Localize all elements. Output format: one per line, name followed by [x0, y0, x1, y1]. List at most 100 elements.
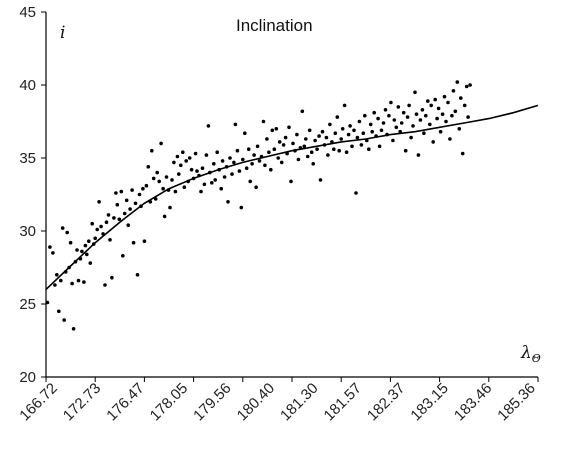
data-point — [418, 118, 423, 122]
data-point — [48, 245, 52, 249]
data-point — [232, 160, 236, 165]
data-point — [144, 183, 149, 188]
data-point — [237, 169, 242, 173]
data-point — [215, 150, 219, 154]
data-point — [83, 243, 88, 248]
data-point — [348, 124, 352, 128]
data-point — [226, 200, 230, 204]
data-point — [135, 273, 140, 277]
data-point — [436, 106, 441, 111]
data-point — [204, 153, 209, 157]
data-point — [392, 118, 397, 122]
data-point — [244, 166, 249, 170]
data-point — [416, 153, 421, 157]
x-tick-label: 178.05 — [147, 380, 191, 424]
data-point — [333, 131, 338, 135]
data-point — [272, 147, 277, 151]
y-tick-label: 35 — [19, 150, 36, 167]
x-tick-label: 185.36 — [494, 380, 538, 424]
data-point — [263, 163, 267, 168]
data-point — [76, 278, 81, 283]
data-point — [391, 138, 395, 143]
data-point — [444, 119, 448, 124]
x-axis-label-main: λ — [520, 343, 532, 363]
data-point — [177, 172, 181, 176]
data-point — [175, 154, 180, 159]
data-point — [82, 280, 86, 284]
data-point — [328, 122, 332, 127]
data-point — [206, 124, 211, 128]
data-point — [257, 159, 262, 163]
data-point — [413, 90, 417, 95]
data-point — [60, 226, 65, 230]
data-point — [377, 144, 382, 149]
data-point — [326, 153, 330, 157]
data-point — [97, 200, 101, 204]
data-point — [88, 261, 93, 265]
data-point — [179, 163, 183, 168]
data-point — [199, 189, 203, 194]
data-point — [376, 116, 380, 121]
data-point — [355, 135, 360, 140]
data-point — [235, 148, 240, 153]
data-point — [126, 223, 130, 227]
data-point — [230, 172, 234, 176]
data-point — [313, 138, 317, 143]
data-point — [222, 175, 227, 179]
data-point — [442, 94, 447, 99]
data-point — [70, 281, 74, 286]
data-point — [361, 131, 366, 135]
data-point — [387, 113, 391, 118]
data-point — [276, 156, 281, 160]
x-tick-label: 166.72 — [16, 380, 60, 424]
data-point — [346, 132, 351, 137]
data-point — [93, 236, 97, 241]
x-axis-label-sub: Θ — [532, 352, 541, 365]
data-point — [357, 119, 362, 124]
data-point — [228, 156, 232, 160]
data-point — [302, 144, 307, 149]
data-point — [340, 127, 345, 131]
data-point — [68, 240, 73, 245]
data-point — [424, 113, 428, 118]
data-point — [95, 227, 99, 232]
data-point — [55, 273, 59, 277]
y-tick-label: 25 — [19, 296, 36, 313]
y-tick-label: 40 — [19, 77, 36, 94]
data-point — [104, 220, 109, 224]
data-point — [460, 151, 465, 156]
data-point — [453, 109, 458, 114]
data-point — [80, 249, 84, 254]
data-point — [367, 147, 371, 151]
data-point — [433, 97, 438, 102]
data-point — [405, 115, 410, 119]
data-point — [173, 189, 178, 194]
data-point — [342, 103, 347, 108]
data-point — [99, 224, 103, 229]
data-point — [446, 100, 450, 105]
data-point — [233, 122, 238, 127]
y-tick-label: 20 — [19, 369, 36, 386]
data-point — [457, 127, 462, 131]
data-point — [128, 207, 132, 211]
data-point — [146, 165, 151, 169]
data-point — [440, 112, 445, 116]
data-point — [379, 128, 384, 133]
y-axis: 20 25 30 35 40 45 — [19, 4, 47, 386]
data-point — [274, 127, 279, 131]
data-point — [75, 248, 79, 252]
data-point — [305, 154, 310, 159]
x-tick-label: 183.46 — [451, 380, 495, 424]
data-point — [309, 150, 314, 154]
x-axis: 166.72172.73176.47178.05179.56180.40181.… — [16, 376, 539, 424]
data-point — [159, 141, 163, 146]
data-point — [106, 213, 111, 217]
data-point — [133, 201, 138, 206]
data-point — [295, 132, 299, 137]
data-point — [381, 121, 386, 125]
data-point — [464, 84, 469, 89]
data-point — [407, 103, 411, 108]
data-point — [252, 153, 256, 157]
data-point — [396, 105, 401, 109]
data-point — [254, 185, 258, 189]
